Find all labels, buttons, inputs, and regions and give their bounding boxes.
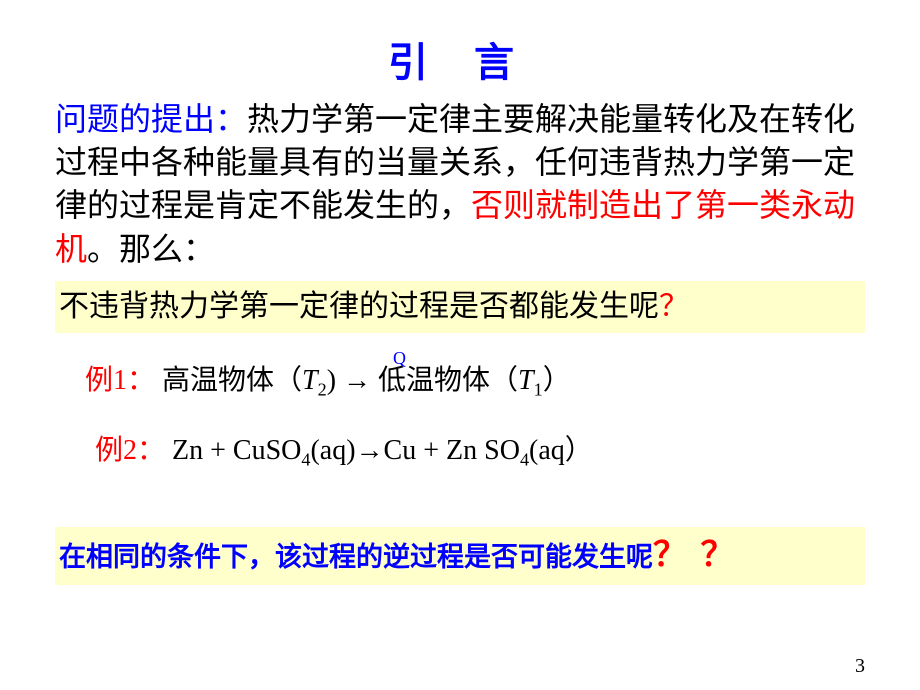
intro-tail: 。那么： [87, 231, 215, 267]
page-title: 引 言 [55, 30, 865, 88]
example2-formula-pre: Zn + CuSO [172, 435, 301, 466]
bottom-text: 在相同的条件下，该过程的逆过程是否可能发生呢 [59, 542, 653, 572]
question1-mark: ？ [659, 290, 689, 323]
example1-right: ） [543, 365, 571, 396]
example2-label: 例2： [95, 435, 165, 466]
slide-container: 引 言 问题的提出：热力学第一定律主要解决能量转化及在转化过程中各种能量具有的当… [0, 0, 920, 690]
bottom-q2: ？ [701, 537, 735, 574]
bottom-q1: ？ [653, 537, 687, 574]
t1-var: T [518, 365, 534, 396]
example2-aq2: (aq） [529, 435, 593, 466]
example-1: Q 例1： 高温物体（T2) → 低温物体（T1） [85, 363, 865, 402]
example-2: 例2： Zn + CuSO4(aq)→Cu + Zn SO4(aq） [95, 433, 865, 472]
example1-mid: ) → 低温物体（ [327, 365, 518, 396]
example1-label: 例1： [85, 365, 155, 396]
example2-aq1: (aq)→Cu + Zn SO [310, 435, 519, 466]
t2-var: T [302, 365, 318, 396]
t1-sub: 1 [534, 380, 543, 400]
q-annotation: Q [393, 347, 406, 370]
t2-sub: 2 [318, 380, 327, 400]
example2-sub4b: 4 [520, 449, 529, 469]
intro-paragraph: 问题的提出：热力学第一定律主要解决能量转化及在转化过程中各种能量具有的当量关系，… [55, 98, 865, 271]
lead-label: 问题的提出： [55, 101, 247, 137]
page-number: 3 [855, 655, 865, 678]
question-row-1: 不违背热力学第一定律的过程是否都能发生呢？ [55, 281, 865, 334]
question1-text: 不违背热力学第一定律的过程是否都能发生呢 [59, 290, 659, 323]
example1-left: 高温物体（ [162, 365, 302, 396]
question-row-2: 在相同的条件下，该过程的逆过程是否可能发生呢？ ？ [55, 527, 865, 585]
